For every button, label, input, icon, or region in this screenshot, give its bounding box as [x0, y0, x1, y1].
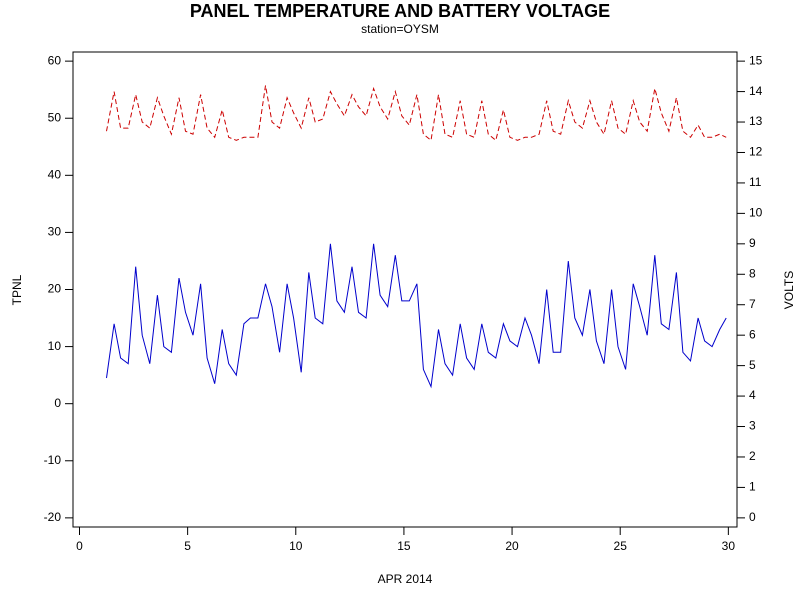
- data-line: [106, 243, 727, 389]
- y-tick-label: 10: [48, 339, 62, 353]
- y-tick-label: -20: [44, 510, 62, 524]
- x-tick-label: 15: [397, 539, 411, 553]
- chart-title: PANEL TEMPERATURE AND BATTERY VOLTAGE: [190, 1, 610, 21]
- x-tick-label: 0: [76, 539, 83, 553]
- y-tick-label: 40: [48, 167, 62, 181]
- y2-tick-label: 8: [749, 266, 756, 280]
- y2-tick-label: 0: [749, 510, 756, 524]
- y-tick-label: 60: [48, 53, 62, 67]
- x-axis-label: APR 2014: [378, 572, 433, 586]
- y2-tick-label: 15: [749, 53, 763, 67]
- y2-tick-label: 4: [749, 388, 756, 402]
- x-tick-label: 20: [505, 539, 519, 553]
- y2-tick-label: 11: [749, 175, 762, 189]
- y-tick-label: 50: [48, 110, 62, 124]
- data-line: [106, 85, 727, 142]
- y2-tick-label: 13: [749, 114, 763, 128]
- y-tick-label: 30: [48, 225, 62, 239]
- y2-tick-label: 6: [749, 327, 756, 341]
- y2-tick-label: 12: [749, 145, 763, 159]
- y-tick-label: -10: [44, 453, 62, 467]
- y2-tick-label: 7: [749, 297, 756, 311]
- x-tick-label: 30: [722, 539, 736, 553]
- y-tick-label: 0: [54, 396, 61, 410]
- y2-tick-label: 14: [749, 84, 763, 98]
- plot-frame: [72, 51, 738, 528]
- y-tick-label: 20: [48, 282, 62, 296]
- y2-tick-label: 9: [749, 236, 756, 250]
- y2-tick-label: 10: [749, 206, 763, 220]
- x-tick-label: 10: [289, 539, 303, 553]
- y2-axis-label: VOLTS: [782, 271, 796, 309]
- y-axis-label: TPNL: [10, 274, 24, 305]
- y2-tick-label: 5: [749, 358, 756, 372]
- y2-tick-label: 2: [749, 449, 756, 463]
- y2-tick-label: 1: [749, 480, 756, 494]
- chart-subtitle: station=OYSM: [361, 22, 439, 36]
- y2-tick-label: 3: [749, 419, 756, 433]
- x-tick-label: 25: [614, 539, 628, 553]
- x-tick-label: 5: [184, 539, 191, 553]
